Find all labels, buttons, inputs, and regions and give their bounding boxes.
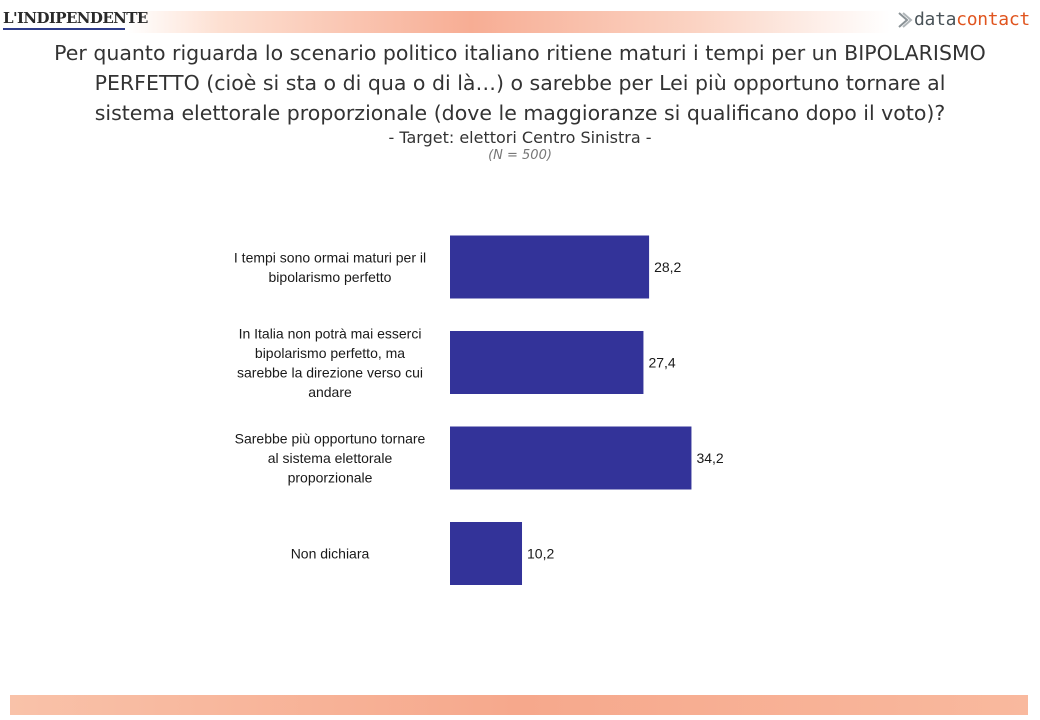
datacontact-logo-part2: contact xyxy=(956,9,1030,30)
target-subtitle: - Target: elettori Centro Sinistra - xyxy=(388,128,652,147)
category-label-4-line-1: Non dichiara xyxy=(291,546,370,562)
category-label-3-line-2: al sistema elettorale xyxy=(268,450,393,466)
bar-4 xyxy=(450,522,523,585)
value-label-3: 34,2 xyxy=(696,450,723,466)
datacontact-logo-part1: data xyxy=(914,9,957,30)
bar-1 xyxy=(450,235,650,299)
title-line-2: PERFETTO (cioè si sta o di qua o di là…)… xyxy=(94,71,946,95)
category-label-3: Sarebbe più opportuno tornare al sistema … xyxy=(235,431,426,486)
datacontact-logo-text: datacontact xyxy=(914,9,1030,30)
category-label-3-line-1: Sarebbe più opportuno tornare xyxy=(235,431,426,447)
value-label-2: 27,4 xyxy=(648,355,675,371)
sample-size-note: (N = 500) xyxy=(488,148,552,163)
value-label-1: 28,2 xyxy=(654,259,681,275)
datacontact-logo: datacontact xyxy=(898,8,1034,34)
title-line-1: Per quanto riguarda lo scenario politico… xyxy=(54,41,986,65)
value-label-4: 10,2 xyxy=(527,546,554,562)
category-label-2: In Italia non potrà mai esserci bipolaris… xyxy=(237,325,423,400)
footer-gradient-band xyxy=(10,695,1028,715)
category-label-2-line-2: bipolarismo perfetto, ma xyxy=(255,345,405,361)
title-line-3: sistema elettorale proporzionale (dove l… xyxy=(94,101,946,125)
datacontact-mark-icon xyxy=(898,12,913,28)
lindipendente-logo: L'INDIPENDENTE xyxy=(3,9,148,35)
title-block: Per quanto riguarda lo scenario politico… xyxy=(20,38,1020,164)
category-label-2-line-3: sarebbe la direzione verso cui xyxy=(237,364,423,380)
category-label-4: Non dichiara xyxy=(291,546,370,562)
category-label-1-line-2: bipolarismo perfetto xyxy=(269,269,392,285)
category-label-2-line-4: andare xyxy=(308,384,352,400)
lindipendente-logo-text: L'INDIPENDENTE xyxy=(3,9,148,27)
bar-2 xyxy=(450,331,644,394)
bar-3 xyxy=(450,426,692,490)
header-gradient-band xyxy=(128,11,890,33)
category-label-1-line-1: I tempi sono ormai maturi per il xyxy=(234,249,426,265)
category-label-1: I tempi sono ormai maturi per il bipolari… xyxy=(234,249,426,285)
logo-underline xyxy=(3,28,125,30)
category-label-3-line-3: proporzionale xyxy=(288,470,373,486)
category-label-2-line-1: In Italia non potrà mai esserci xyxy=(239,325,422,341)
